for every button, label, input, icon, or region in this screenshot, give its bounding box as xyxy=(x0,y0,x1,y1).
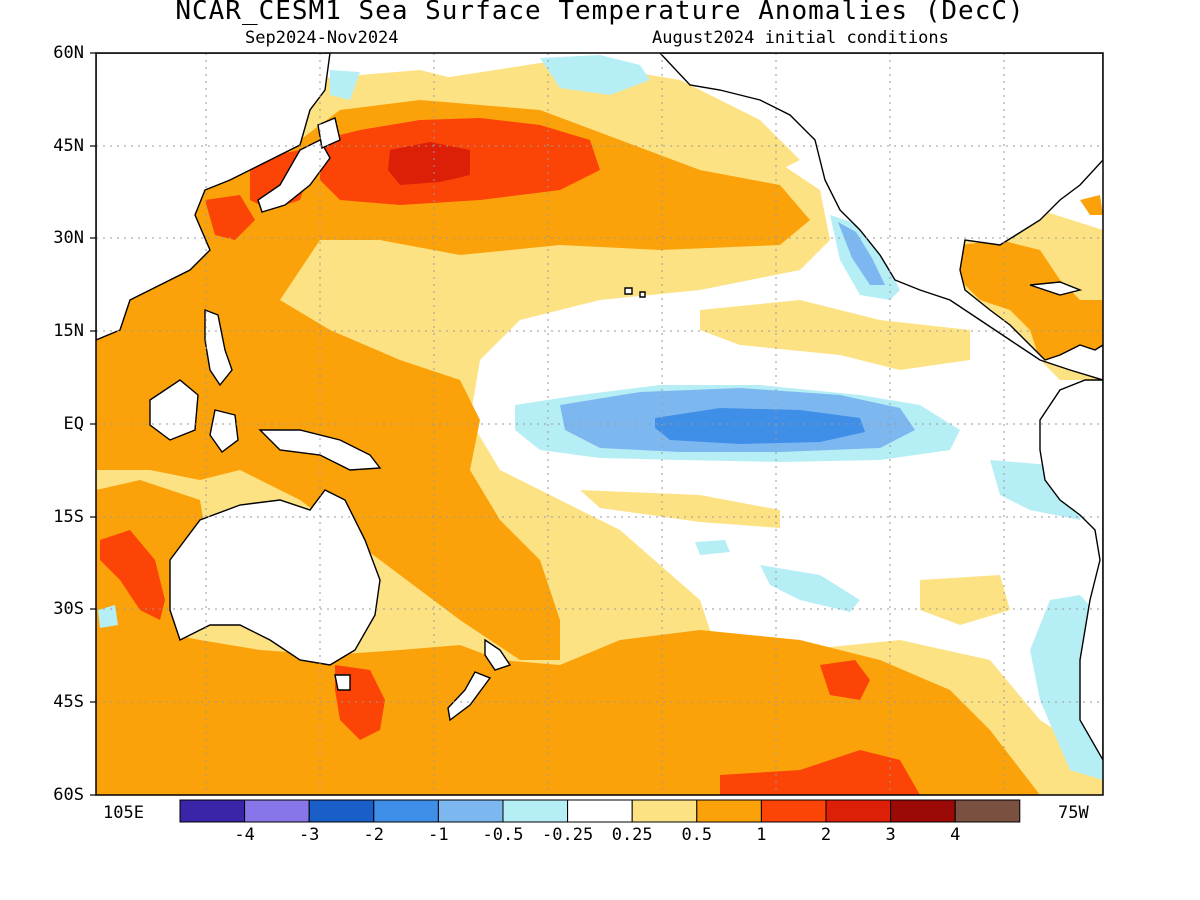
warm-region-red-south-pacific xyxy=(820,660,870,700)
colorbar-label-11: 4 xyxy=(950,825,961,845)
colorbar-label-4: -0.5 xyxy=(482,825,524,845)
cool-region-small-2 xyxy=(98,605,118,628)
lat-label-45s: 45S xyxy=(53,692,84,712)
land-cuba xyxy=(1029,281,1083,296)
initial-conditions: August2024 initial conditions xyxy=(652,28,949,48)
land-sulawesi xyxy=(209,409,239,453)
lat-label-15n: 15N xyxy=(53,321,84,341)
colorbar-label-1: -3 xyxy=(298,825,320,845)
colorbar-swatch-9 xyxy=(760,799,827,823)
cool-region-north xyxy=(540,55,650,95)
land-hokkaido xyxy=(317,117,341,150)
colorbar-swatch-1 xyxy=(244,799,310,823)
warm-region-orange-caribbean xyxy=(960,240,1103,360)
lon-label-right: 75W xyxy=(1058,803,1089,823)
lat-label-eq: EQ xyxy=(63,414,84,434)
colorbar-label-3: -1 xyxy=(428,825,449,845)
land-borneo xyxy=(149,379,199,441)
colorbar-label-5: -0.25 xyxy=(542,825,594,845)
warm-region-se-light xyxy=(920,575,1010,625)
colorbar-swatch-3 xyxy=(373,799,439,823)
cool-region-small-1 xyxy=(695,540,730,555)
lat-label-30n: 30N xyxy=(53,228,84,248)
colorbar-swatch-12 xyxy=(954,799,1021,823)
land-outlines xyxy=(96,53,1103,762)
land-tasmania xyxy=(334,674,351,691)
land-south-america xyxy=(1039,379,1103,762)
grid-lines xyxy=(96,53,1103,795)
lat-label-45n: 45N xyxy=(53,136,84,156)
warm-region-darkred-nw-pacific xyxy=(388,142,470,185)
colorbar-swatch-4 xyxy=(437,799,504,823)
lat-label-60n: 60N xyxy=(53,43,84,63)
colorbar-label-10: 3 xyxy=(885,825,896,845)
colorbar-swatch-7 xyxy=(631,799,698,823)
colorbar-label-8: 1 xyxy=(756,825,767,845)
colorbar-label-9: 2 xyxy=(820,825,832,845)
land-new-zealand-north xyxy=(484,638,512,671)
colorbar-swatch-6 xyxy=(567,799,633,823)
colorbar-label-7: 0.5 xyxy=(681,825,713,845)
warm-region-red-south-east xyxy=(720,750,920,795)
warm-region-red-west-aus xyxy=(100,530,165,620)
colorbar-label-6: 0.25 xyxy=(611,825,653,845)
colorbar-label-2: -2 xyxy=(363,825,385,845)
cool-region-peru xyxy=(990,460,1085,520)
cool-region-south-band xyxy=(760,565,860,612)
colorbar-label-0: -4 xyxy=(234,825,255,845)
colorbar xyxy=(179,799,1021,823)
land-north-america xyxy=(659,53,1103,381)
colorbar-swatch-10 xyxy=(825,799,892,823)
colorbar-swatch-5 xyxy=(502,799,569,823)
colorbar-swatch-8 xyxy=(696,799,762,823)
warm-region-orange-main xyxy=(96,100,810,660)
cool-region-north-2 xyxy=(330,70,360,100)
colorbar-swatch-0 xyxy=(179,799,246,823)
colorbar-swatch-11 xyxy=(890,799,956,823)
lon-label-left: 105E xyxy=(103,803,144,823)
land-australia xyxy=(169,489,381,666)
warm-region-east-eq-light xyxy=(700,300,970,370)
land-philippines xyxy=(204,308,233,387)
axis-ticks xyxy=(90,52,96,796)
cool-region-equatorial-core xyxy=(655,408,865,444)
land-new-zealand-south xyxy=(447,671,492,722)
forecast-period: Sep2024-Nov2024 xyxy=(245,28,399,48)
lat-label-15s: 15S xyxy=(53,507,84,527)
colorbar-swatch-2 xyxy=(308,799,375,823)
land-new-guinea xyxy=(258,429,382,471)
cool-region-baja-core xyxy=(838,222,885,285)
warm-region-orange-gulf xyxy=(1080,195,1103,215)
land-asia xyxy=(96,53,331,341)
land-hawaii xyxy=(624,287,646,298)
map-title: NCAR_CESM1 Sea Surface Temperature Anoma… xyxy=(175,0,1025,26)
warm-region-red-east-china xyxy=(205,195,255,240)
warm-region-orange-south xyxy=(96,600,1040,795)
warm-region-south-light xyxy=(580,490,780,528)
lat-label-30s: 30S xyxy=(53,599,84,619)
lat-label-60s: 60S xyxy=(53,785,84,805)
